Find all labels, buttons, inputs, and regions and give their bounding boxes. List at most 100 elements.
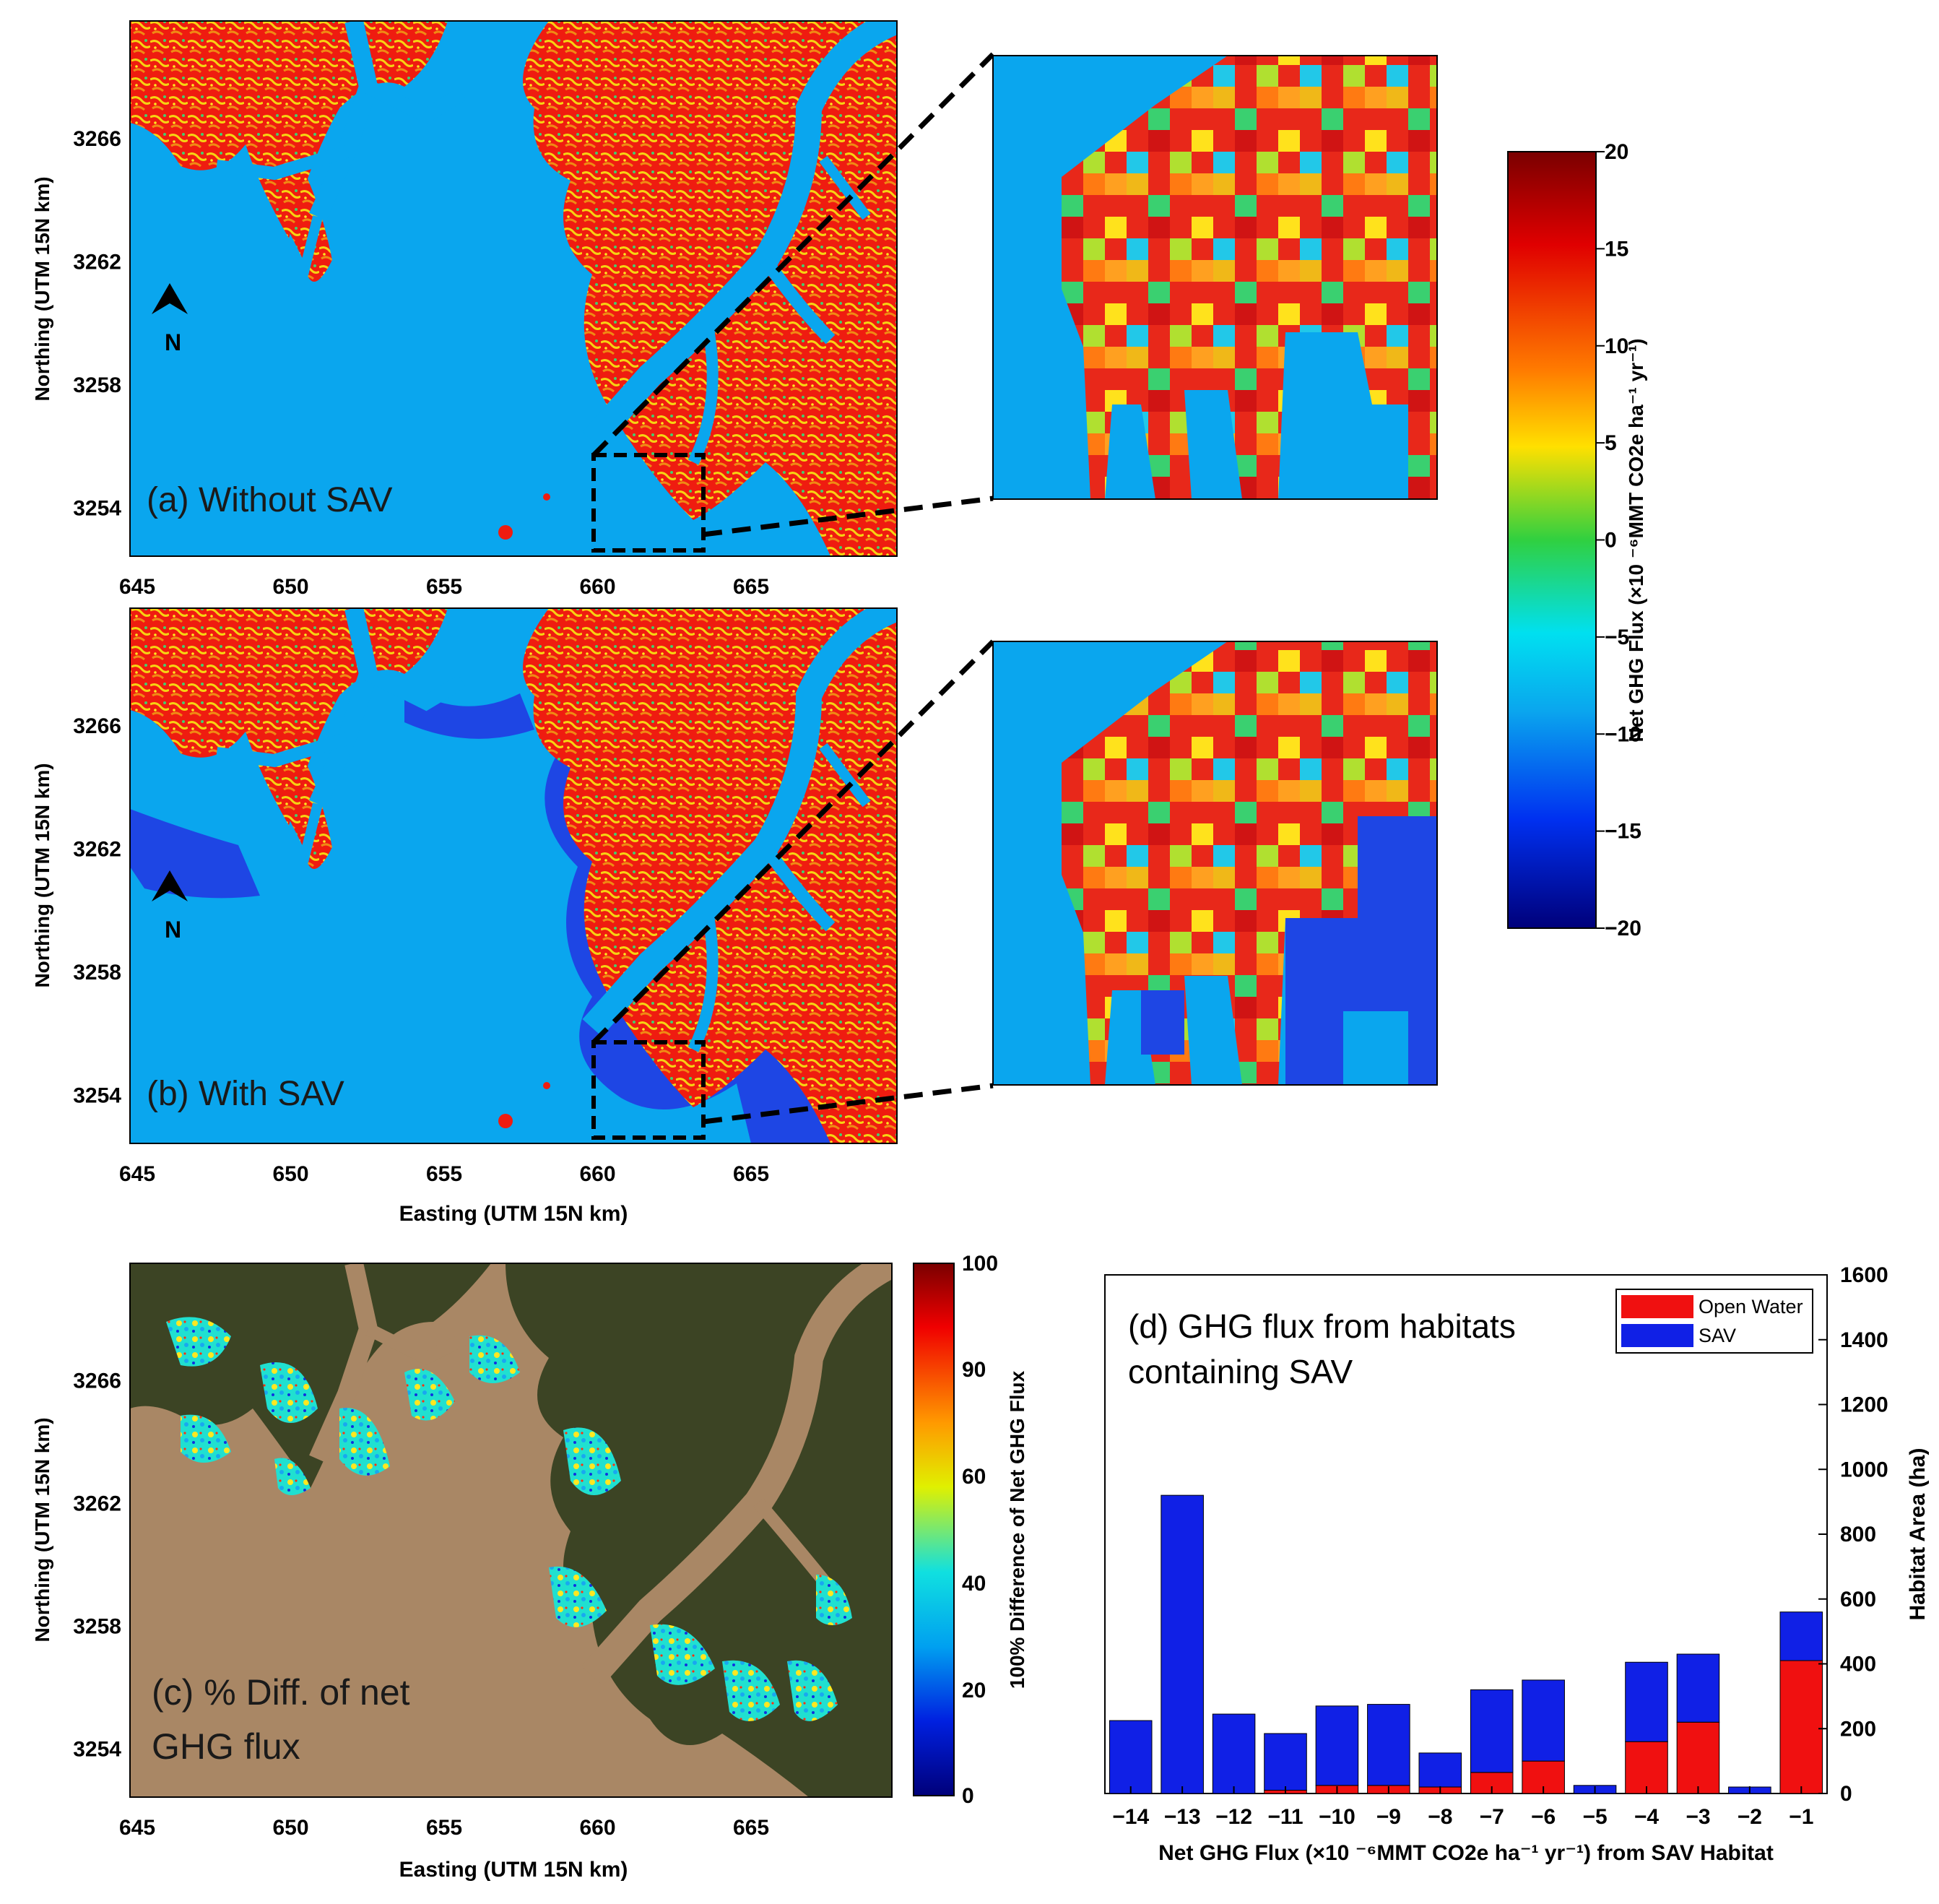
chart-y-axis-label: Habitat Area (ha): [1906, 1448, 1930, 1621]
chart-y-tick-label: 800: [1840, 1523, 1876, 1546]
north-label: N: [165, 917, 181, 943]
y-ticks: 3266 3262 3258 3254: [73, 1369, 121, 1762]
inset-frame: [992, 641, 1438, 1086]
chart-x-tick-label: −12: [1215, 1805, 1252, 1829]
river-channels: [215, 21, 897, 465]
colorbar-diff: 100 90 60 40 20 0 100% Difference of Net GHG …: [913, 1252, 1028, 1808]
inset-frame: [992, 55, 1438, 500]
colorbar-tick-label: 15: [1605, 237, 1628, 261]
bar-sav: [1418, 1752, 1462, 1788]
inset-sav: [1285, 816, 1437, 1085]
chart-x-tick-label: −7: [1480, 1805, 1504, 1829]
map-panel-b: N (b) With SAV 3266 3262 3258 3254 645 650 65…: [31, 607, 995, 1226]
bar-sav: [1264, 1733, 1307, 1791]
x-ticks: 645 650 655 660 665: [119, 1816, 769, 1840]
legend-label-sav: SAV: [1699, 1325, 1736, 1346]
y-tick-label: 3258: [73, 373, 121, 397]
x-tick-label: 665: [733, 575, 769, 599]
map-panel-c: (c) % Diff. of net GHG flux 3266 3262 3258…: [31, 1263, 893, 1882]
inset-marsh: [1062, 56, 1437, 499]
map-frame: [129, 1263, 893, 1798]
y-tick-label: 3262: [73, 837, 121, 861]
colorbar-diff-tick-label: 20: [962, 1679, 986, 1702]
island-dot: [543, 493, 550, 501]
bar-sav: [1779, 1611, 1823, 1661]
chart-y-tick-label: 1000: [1840, 1458, 1888, 1481]
y-tick-label: 3262: [73, 250, 121, 274]
map-frame: [129, 607, 898, 1144]
colorbar-flux-gradient: [1507, 151, 1597, 929]
x-tick-label: 660: [579, 1816, 615, 1840]
y-tick-label: 3266: [73, 127, 121, 151]
y-tick-label: 3266: [73, 1369, 121, 1393]
colorbar-diff-tick-label: 0: [962, 1784, 974, 1808]
y-tick-label: 3254: [73, 1737, 121, 1761]
bar-sav: [1522, 1679, 1565, 1762]
x-tick-label: 655: [426, 1162, 462, 1186]
x-ticks: 645 650 655 660 665: [119, 1162, 769, 1186]
north-arrow-icon: [152, 870, 188, 901]
x-tick-label: 650: [272, 1816, 308, 1840]
map-panel-a: N (a) Without SAV 3266 3262 3258 3254 645 65…: [31, 20, 995, 599]
panel-label-line1: (c) % Diff. of net: [152, 1672, 410, 1713]
inset-marsh: [1062, 641, 1437, 1085]
y-tick-label: 3254: [73, 496, 121, 520]
colorbar-tick-label: −10: [1605, 722, 1641, 746]
bar-chart-panel-d: −14 −13 −12 −11 −10 −9 −8 −7 −6 −5 −4 −3 −2 −1 0 200 40…: [1104, 1263, 1930, 1865]
chart-x-tick-label: −3: [1686, 1805, 1710, 1829]
chart-x-tick-label: −14: [1112, 1805, 1149, 1829]
chart-y-tick-label: 1200: [1840, 1393, 1888, 1417]
y-axis-label: Northing (UTM 15N km): [31, 176, 53, 401]
panel-label: (a) Without SAV: [147, 481, 393, 519]
chart-x-tick-label: −2: [1738, 1805, 1762, 1829]
chart-legend: Open Water SAV: [1615, 1289, 1813, 1354]
legend-swatch-open-water: [1621, 1295, 1693, 1318]
sav-area: [404, 686, 534, 739]
x-tick-label: 660: [579, 575, 615, 599]
zoom-line: [591, 52, 995, 457]
colorbar-flux: 20 15 10 5 0 −5 −10 −15 −20 Net GHG Flux (×10 ⁻⁶…: [1507, 140, 1647, 940]
x-tick-label: 650: [272, 575, 308, 599]
bar-open-water: [1625, 1741, 1668, 1794]
chart-x-tick-label: −4: [1634, 1805, 1660, 1829]
zoom-inset-a: [992, 55, 1438, 500]
bar-sav: [1109, 1720, 1153, 1794]
panel-label: (b) With SAV: [147, 1075, 344, 1113]
river-channels: [215, 608, 897, 1052]
chart-y-tick-label: 1600: [1840, 1263, 1888, 1287]
island-dot: [498, 1114, 513, 1128]
island-dot: [498, 525, 513, 540]
colorbar-flux-label: Net GHG Flux (×10 ⁻⁶MMT CO2e ha⁻¹ yr⁻¹): [1625, 339, 1647, 743]
y-tick-label: 3266: [73, 714, 121, 738]
colorbar-tick-label: −15: [1605, 820, 1641, 844]
chart-x-tick-label: −13: [1164, 1805, 1201, 1829]
satellite-river: [365, 1323, 473, 1366]
colorbar-tick-label: 5: [1605, 431, 1617, 455]
bar-sav: [1161, 1494, 1204, 1794]
colorbar-tick-label: −5: [1605, 626, 1629, 649]
chart-x-tick-label: −10: [1319, 1805, 1355, 1829]
chart-y-tick-label: 400: [1840, 1653, 1876, 1676]
chart-x-tick-label: −5: [1582, 1805, 1607, 1829]
zoom-line: [703, 496, 994, 537]
bar-sav: [1315, 1705, 1359, 1786]
north-label: N: [165, 329, 181, 355]
y-ticks: 3266 3262 3258 3254: [73, 127, 121, 520]
colorbar-diff-tick-label: 90: [962, 1358, 986, 1382]
bar-open-water: [1779, 1660, 1823, 1794]
chart-x-ticks: −14 −13 −12 −11 −10 −9 −8 −7 −6 −5 −4 −3 −2 −1: [1112, 1786, 1813, 1829]
y-ticks: 3266 3262 3258 3254: [73, 714, 121, 1107]
colorbar-diff-tick-label: 60: [962, 1465, 986, 1489]
chart-y-tick-label: 0: [1840, 1782, 1852, 1806]
colorbar-flux-ticks: 20 15 10 5 0 −5 −10 −15 −20: [1596, 140, 1641, 940]
zoom-inset-b: [992, 641, 1438, 1086]
colorbar-tick-label: 20: [1605, 140, 1628, 164]
colorbar-diff-ticks: 100 90 60 40 20 0: [962, 1252, 998, 1808]
bar-sav: [1212, 1713, 1256, 1794]
colorbar-diff-tick-label: 40: [962, 1572, 986, 1596]
chart-y-ticks: 0 200 400 600 800 1000 1200 1400 1600: [1818, 1263, 1888, 1806]
chart-title-line2: containing SAV: [1128, 1353, 1353, 1390]
y-axis-label: Northing (UTM 15N km): [31, 763, 53, 987]
chart-x-tick-label: −8: [1428, 1805, 1452, 1829]
colorbar-diff-label: 100% Difference of Net GHG Flux: [1006, 1370, 1028, 1689]
